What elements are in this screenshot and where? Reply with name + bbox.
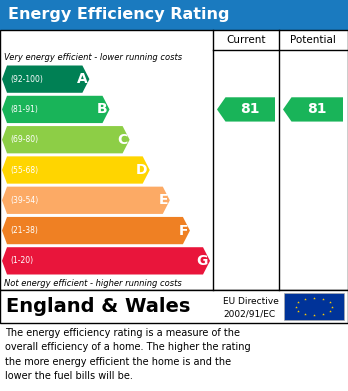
Bar (0, 290, 348, 323)
Text: (21-38): (21-38) (10, 226, 38, 235)
Text: Potential: Potential (290, 35, 336, 45)
Text: 81: 81 (308, 102, 327, 117)
Text: (92-100): (92-100) (10, 75, 43, 84)
Text: Energy Efficiency Rating: Energy Efficiency Rating (8, 7, 229, 23)
Text: Very energy efficient - lower running costs: Very energy efficient - lower running co… (4, 52, 182, 61)
Text: (39-54): (39-54) (10, 196, 38, 205)
Text: (55-68): (55-68) (10, 165, 38, 174)
Bar (0, 0, 348, 30)
Polygon shape (2, 96, 110, 123)
Text: (1-20): (1-20) (10, 256, 33, 265)
Polygon shape (2, 156, 150, 184)
Text: Not energy efficient - higher running costs: Not energy efficient - higher running co… (4, 278, 182, 287)
Polygon shape (2, 187, 170, 214)
Text: The energy efficiency rating is a measure of the
overall efficiency of a home. T: The energy efficiency rating is a measur… (5, 328, 251, 381)
Text: EU Directive: EU Directive (223, 297, 279, 306)
Polygon shape (2, 247, 210, 274)
Polygon shape (2, 126, 129, 153)
Text: 2002/91/EC: 2002/91/EC (223, 309, 275, 318)
Text: Current: Current (226, 35, 266, 45)
Polygon shape (217, 97, 275, 122)
Polygon shape (283, 97, 343, 122)
Bar (284, 293, 344, 320)
Text: 81: 81 (240, 102, 260, 117)
Polygon shape (2, 66, 89, 93)
Text: (81-91): (81-91) (10, 105, 38, 114)
Bar (0, 30, 348, 290)
Text: England & Wales: England & Wales (6, 297, 190, 316)
Text: D: D (136, 163, 148, 177)
Text: E: E (158, 193, 168, 207)
Polygon shape (2, 217, 190, 244)
Text: G: G (197, 254, 208, 268)
Text: F: F (179, 224, 188, 238)
Text: A: A (77, 72, 87, 86)
Text: C: C (117, 133, 128, 147)
Text: B: B (97, 102, 108, 117)
Text: (69-80): (69-80) (10, 135, 38, 144)
